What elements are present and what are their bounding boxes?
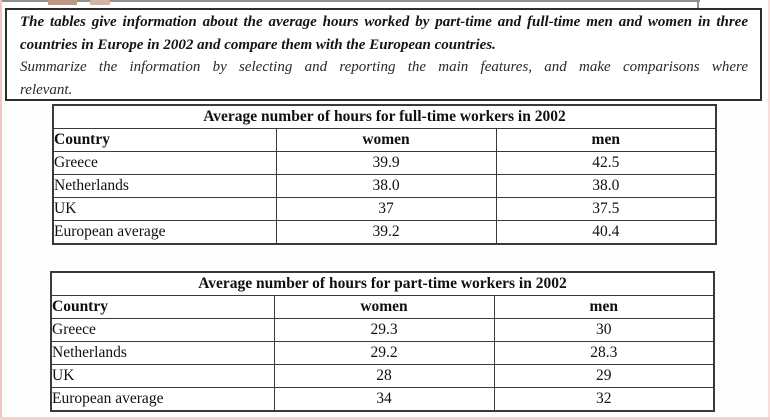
top-edge-line xyxy=(0,0,700,2)
cell-women: 29.2 xyxy=(273,341,495,365)
table-row: European average 34 32 xyxy=(50,387,715,412)
cell-men: 40.4 xyxy=(495,220,717,245)
cell-women: 37 xyxy=(275,197,497,221)
column-header-women: women xyxy=(275,128,497,152)
cell-country: UK xyxy=(52,197,277,221)
cell-country: UK xyxy=(50,364,275,388)
cell-country: Greece xyxy=(52,151,277,175)
column-header-country: Country xyxy=(50,295,275,319)
cell-women: 38.0 xyxy=(275,174,497,198)
cell-men: 32 xyxy=(493,387,715,412)
column-header-country: Country xyxy=(52,128,277,152)
cell-country: Netherlands xyxy=(52,174,277,198)
task-statement: The tables give information about the av… xyxy=(20,14,748,53)
table-row: UK 28 29 xyxy=(50,364,715,388)
cell-women: 34 xyxy=(273,387,495,412)
table-title: Average number of hours for part-time wo… xyxy=(50,271,715,296)
cell-women: 39.2 xyxy=(275,220,497,245)
cell-men: 42.5 xyxy=(495,151,717,175)
task-instruction: Summarize the information by selecting a… xyxy=(20,59,748,98)
table-title-row: Average number of hours for full-time wo… xyxy=(52,104,717,129)
cell-men: 38.0 xyxy=(495,174,717,198)
cropped-image-fragment xyxy=(48,0,77,5)
table-row: Netherlands 29.2 28.3 xyxy=(50,341,715,365)
column-header-men: men xyxy=(495,128,717,152)
column-header-men: men xyxy=(493,295,715,319)
table-title-row: Average number of hours for part-time wo… xyxy=(50,271,715,296)
cell-men: 30 xyxy=(493,318,715,342)
cell-women: 28 xyxy=(273,364,495,388)
table-header-row: Country women men xyxy=(52,128,717,152)
column-header-women: women xyxy=(273,295,495,319)
right-edge-border xyxy=(768,0,770,420)
table-row: Netherlands 38.0 38.0 xyxy=(52,174,717,198)
cell-country: European average xyxy=(52,220,277,245)
left-edge-border xyxy=(0,0,2,420)
cell-country: European average xyxy=(50,387,275,412)
table-title: Average number of hours for full-time wo… xyxy=(52,104,717,129)
table-row: Greece 39.9 42.5 xyxy=(52,151,717,175)
part-time-table-container: Average number of hours for part-time wo… xyxy=(50,271,715,412)
cell-men: 29 xyxy=(493,364,715,388)
cell-country: Greece xyxy=(50,318,275,342)
table-row: European average 39.2 40.4 xyxy=(52,220,717,245)
bottom-edge-border xyxy=(0,417,770,420)
cell-men: 28.3 xyxy=(493,341,715,365)
part-time-table: Average number of hours for part-time wo… xyxy=(50,271,715,412)
task-prompt-box: The tables give information about the av… xyxy=(5,8,762,101)
cell-women: 39.9 xyxy=(275,151,497,175)
full-time-table: Average number of hours for full-time wo… xyxy=(52,104,717,245)
table-header-row: Country women men xyxy=(50,295,715,319)
cell-men: 37.5 xyxy=(495,197,717,221)
table-row: Greece 29.3 30 xyxy=(50,318,715,342)
cell-country: Netherlands xyxy=(50,341,275,365)
top-edge-stub xyxy=(697,0,699,8)
cell-women: 29.3 xyxy=(273,318,495,342)
full-time-table-container: Average number of hours for full-time wo… xyxy=(52,104,717,245)
table-row: UK 37 37.5 xyxy=(52,197,717,221)
cropped-image-fragment xyxy=(90,0,110,5)
